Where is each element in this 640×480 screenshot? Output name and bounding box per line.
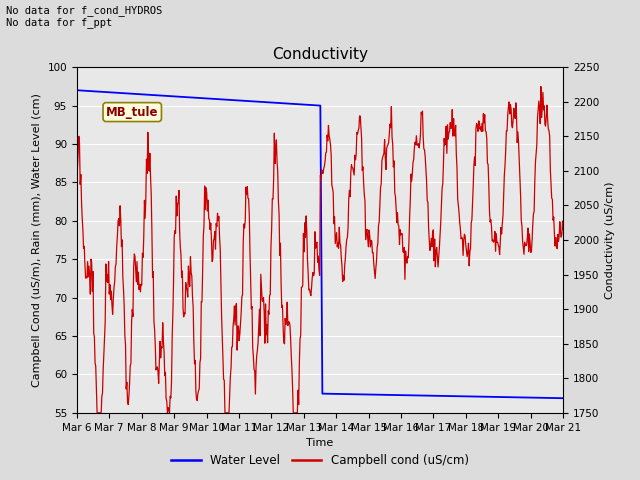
Text: MB_tule: MB_tule [106,106,159,119]
X-axis label: Time: Time [307,438,333,448]
Legend: Water Level, Campbell cond (uS/cm): Water Level, Campbell cond (uS/cm) [166,449,474,472]
Y-axis label: Campbell Cond (uS/m), Rain (mm), Water Level (cm): Campbell Cond (uS/m), Rain (mm), Water L… [32,93,42,387]
Text: No data for f_cond_HYDROS
No data for f_ppt: No data for f_cond_HYDROS No data for f_… [6,5,163,28]
Title: Conductivity: Conductivity [272,47,368,62]
Y-axis label: Conductivity (uS/cm): Conductivity (uS/cm) [605,181,615,299]
